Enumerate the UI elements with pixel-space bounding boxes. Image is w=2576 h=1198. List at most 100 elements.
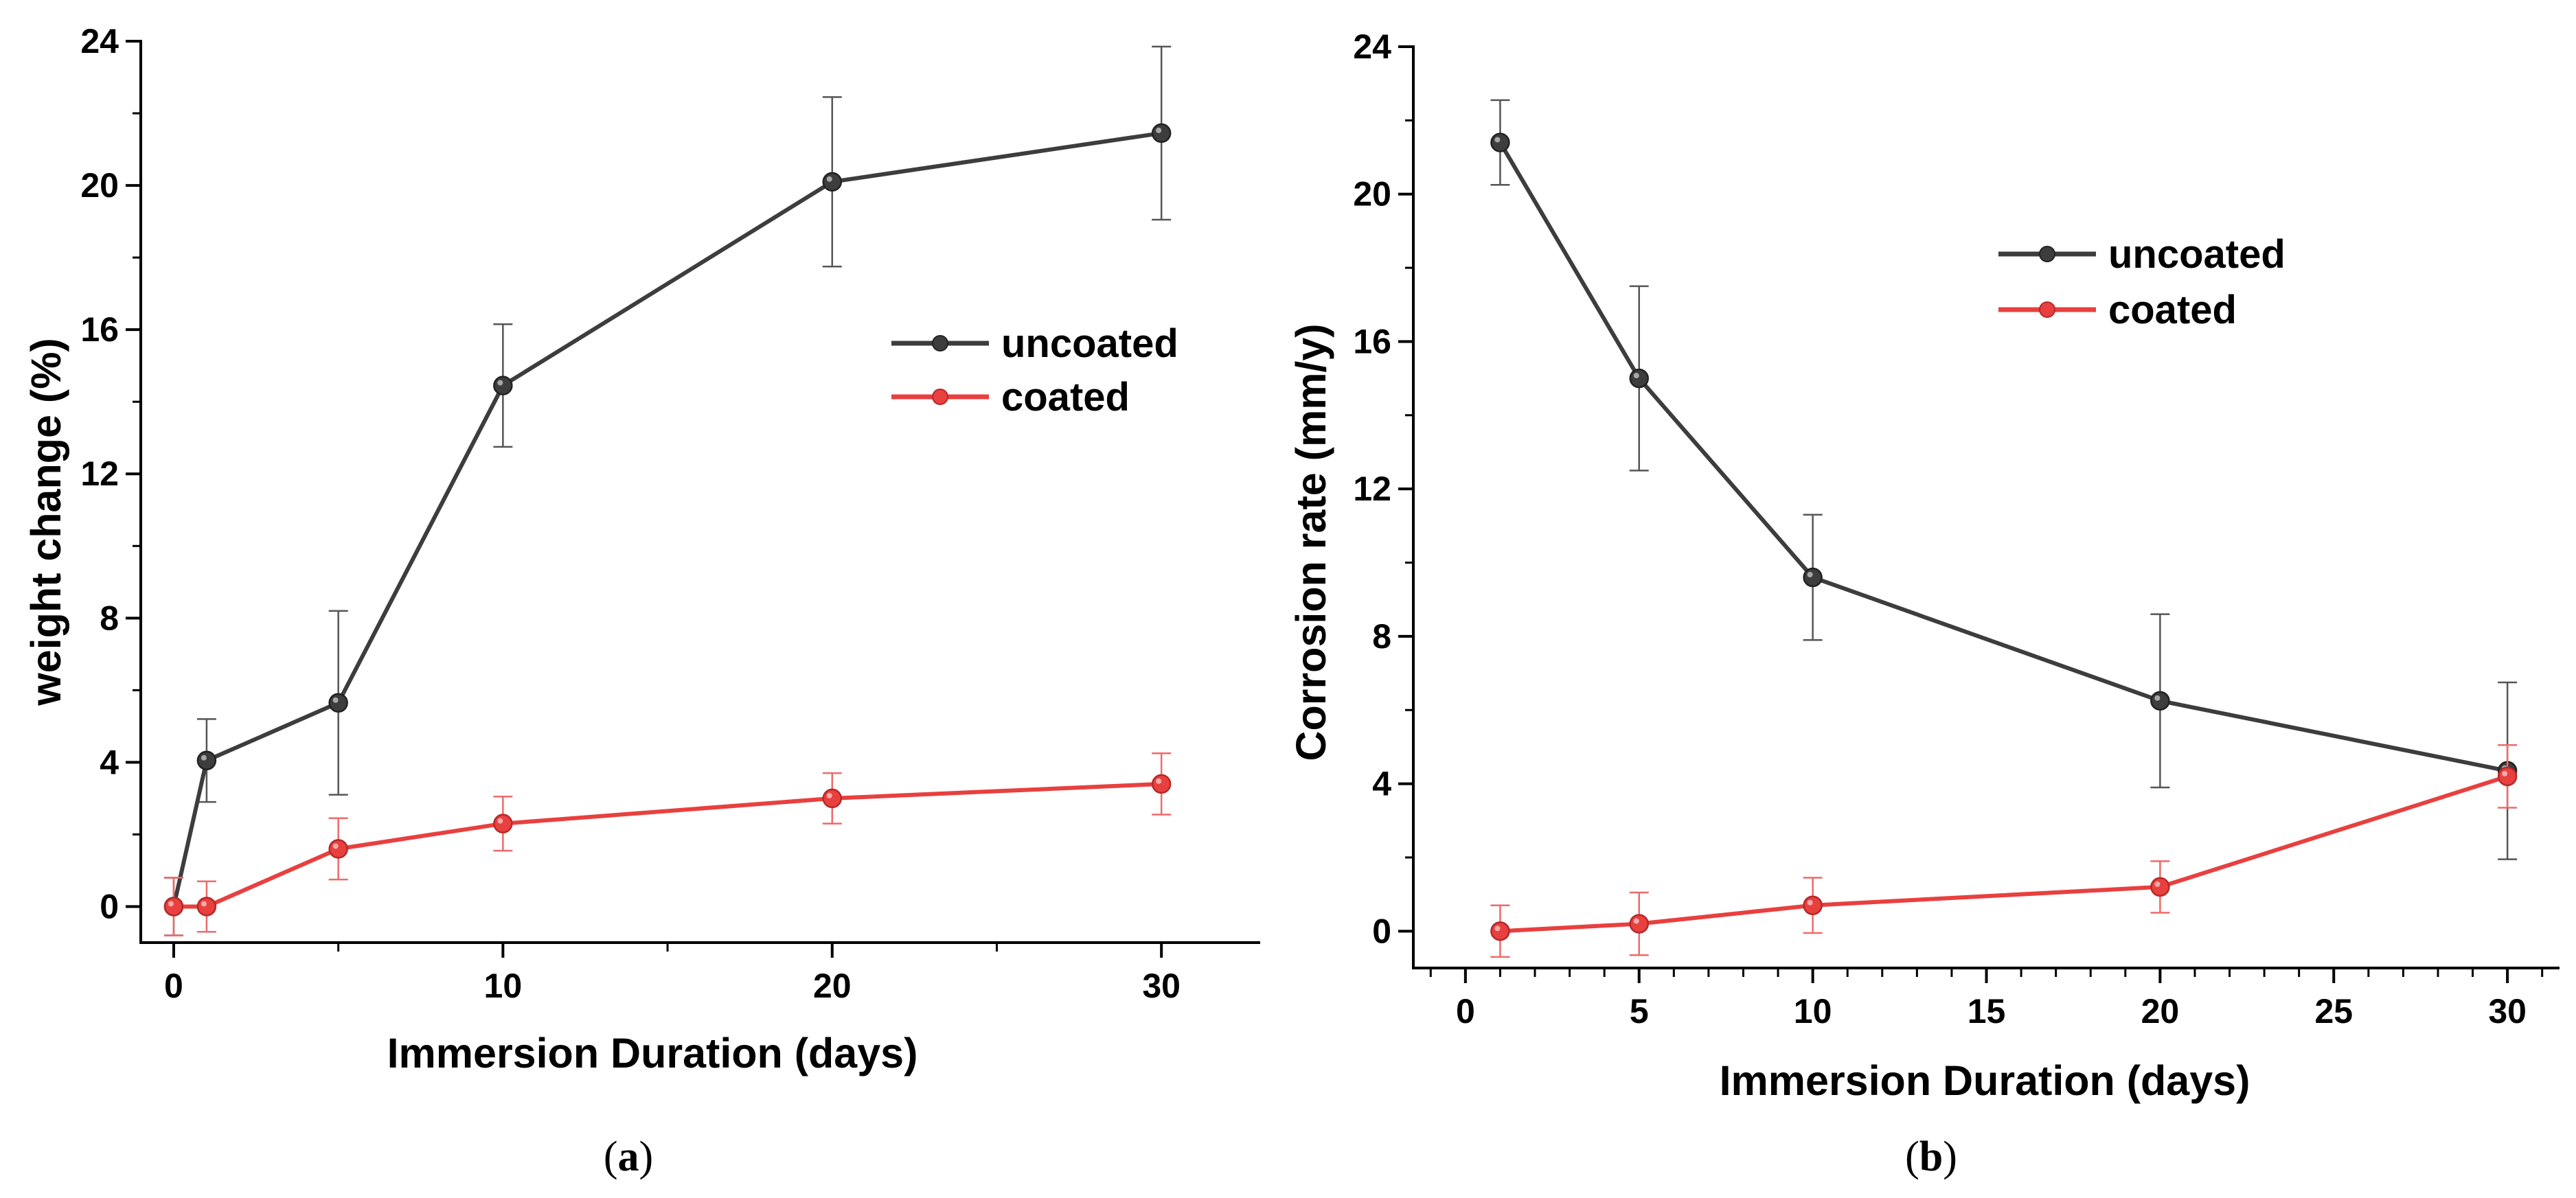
b-point-highlight-uncoated	[1494, 137, 1501, 143]
a-point-highlight-uncoated	[201, 754, 207, 761]
a-x-tick-label: 20	[813, 967, 852, 1005]
b-x-tick-label: 25	[2314, 992, 2353, 1030]
a-line-coated	[173, 781, 1162, 909]
a-point-coated	[163, 897, 184, 917]
a-point-uncoated	[328, 693, 348, 713]
a-point-highlight-coated	[168, 901, 174, 907]
a-point-coated	[196, 897, 217, 917]
a-y-tick-label: 4	[100, 743, 119, 781]
b-y-tick-label: 16	[1353, 322, 1391, 360]
a-series	[163, 45, 1172, 936]
a-y-tick-label: 20	[80, 166, 119, 205]
b-y-tick-label: 12	[1353, 470, 1391, 508]
b-point-highlight-uncoated	[2154, 695, 2161, 701]
a-legend-marker-coated	[932, 389, 948, 405]
a-y-tick-label: 16	[80, 310, 119, 349]
a-y-axis-title: weight change (%)	[23, 338, 69, 706]
a-x-tick-label: 0	[164, 967, 183, 1005]
b-x-axis-title: Immersion Duration (days)	[1720, 1057, 2250, 1104]
b-y-tick-label: 0	[1372, 912, 1391, 950]
a-x-tick-label: 30	[1142, 967, 1181, 1005]
a-legend-label-uncoated: uncoated	[1001, 321, 1178, 366]
a-point-highlight-uncoated	[1156, 127, 1162, 133]
a-point-uncoated	[493, 376, 513, 395]
a-point-highlight-coated	[1156, 778, 1162, 784]
b-x-tick-label: 0	[1456, 992, 1475, 1030]
a-x-tick-label: 10	[484, 967, 523, 1005]
a-series-uncoated	[163, 45, 1172, 936]
chart-panel-a: 0 4 8 12 16 20 24 0 10 20 30 Immersion Duration (d…	[23, 22, 1260, 1180]
a-point-highlight-uncoated	[826, 176, 832, 182]
a-y-tick-label: 0	[100, 887, 119, 925]
b-x-tick-label: 5	[1630, 992, 1649, 1030]
a-point-highlight-coated	[497, 818, 503, 824]
a-line-uncoated	[172, 130, 1162, 908]
b-panel-caption: (b)	[1905, 1133, 1957, 1180]
b-point-highlight-coated	[1494, 925, 1501, 932]
b-ticks: 0 4 8 12 16 20 24 0 5 10 15 20 25 30	[1353, 27, 2544, 1030]
a-legend-marker-uncoated	[932, 335, 948, 352]
b-legend: uncoated coated	[1998, 232, 2286, 332]
b-line-uncoated	[1498, 141, 2508, 773]
b-line-coated	[1500, 774, 2509, 934]
b-axes	[1412, 45, 2560, 969]
b-legend-label-coated: coated	[2108, 288, 2237, 332]
a-point-coated	[328, 839, 348, 859]
a-point-uncoated	[822, 172, 843, 192]
b-y-tick-label: 8	[1372, 617, 1391, 656]
b-point-highlight-coated	[1633, 918, 1639, 924]
a-point-highlight-uncoated	[332, 697, 339, 703]
b-point-coated	[1490, 921, 1510, 941]
b-series-coated	[1490, 744, 2518, 958]
b-point-highlight-uncoated	[1633, 373, 1639, 379]
b-point-uncoated	[1629, 368, 1649, 389]
a-y-tick-label: 24	[80, 22, 119, 60]
a-point-highlight-coated	[332, 843, 339, 849]
a-legend-label-coated: coated	[1001, 375, 1130, 419]
a-ticks: 0 4 8 12 16 20 24 0 10 20 30	[80, 22, 1181, 1005]
b-y-tick-label: 4	[1372, 765, 1391, 803]
b-point-uncoated	[2150, 691, 2170, 711]
b-point-highlight-coated	[2502, 770, 2508, 776]
b-y-axis-title: Corrosion rate (mm/y)	[1288, 323, 1334, 761]
a-point-uncoated	[196, 750, 217, 771]
a-x-axis-title: Immersion Duration (days)	[387, 1030, 918, 1076]
chart-panel-b: 0 4 8 12 16 20 24 0 5 10 15 20 25 30 Immersion Durati…	[1288, 27, 2560, 1180]
b-x-tick-label: 30	[2488, 992, 2527, 1030]
b-x-tick-label: 20	[2141, 992, 2180, 1030]
b-point-highlight-coated	[1807, 899, 1813, 906]
a-point-uncoated	[1151, 123, 1172, 143]
b-legend-marker-uncoated	[2039, 246, 2055, 262]
b-point-coated	[2150, 877, 2170, 897]
a-point-highlight-coated	[201, 901, 207, 907]
a-legend: uncoated coated	[891, 321, 1178, 419]
a-point-highlight-uncoated	[497, 380, 503, 386]
b-point-coated	[1629, 914, 1649, 934]
a-series-coated	[163, 752, 1172, 936]
b-point-coated	[2497, 766, 2518, 787]
b-x-tick-label: 10	[1794, 992, 1832, 1030]
b-point-highlight-coated	[2154, 881, 2161, 887]
a-point-coated	[493, 814, 513, 833]
b-point-uncoated	[1803, 567, 1823, 588]
a-point-coated	[822, 788, 843, 809]
a-y-tick-label: 8	[100, 599, 119, 637]
b-y-tick-label: 24	[1353, 27, 1391, 66]
b-point-highlight-uncoated	[1807, 571, 1813, 577]
b-legend-label-uncoated: uncoated	[2108, 232, 2286, 277]
b-panel-letter: b	[1919, 1133, 1943, 1180]
b-y-tick-label: 20	[1353, 175, 1391, 214]
a-y-tick-label: 12	[80, 454, 119, 493]
a-point-coated	[1151, 774, 1172, 794]
a-panel-caption: (a)	[604, 1133, 653, 1180]
b-point-uncoated	[1490, 133, 1510, 152]
b-series	[1490, 99, 2518, 958]
a-panel-letter: a	[618, 1133, 639, 1180]
a-axes	[139, 40, 1260, 944]
b-series-uncoated	[1490, 99, 2518, 860]
a-point-highlight-coated	[826, 792, 832, 798]
b-x-tick-label: 15	[1968, 992, 2006, 1030]
b-legend-marker-coated	[2039, 301, 2055, 318]
b-point-coated	[1803, 895, 1823, 915]
